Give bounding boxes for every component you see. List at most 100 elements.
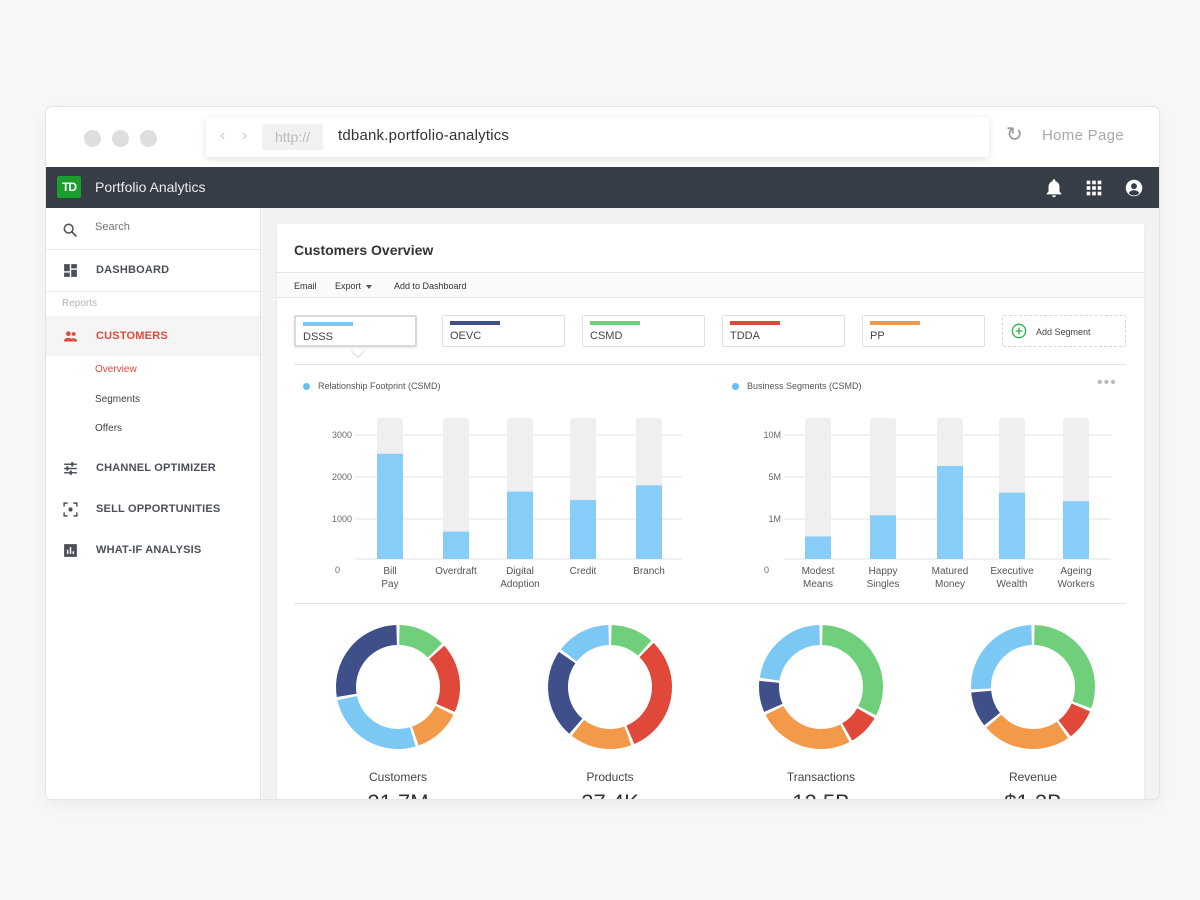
sidebar-sub-overview[interactable]: Overview: [95, 364, 137, 375]
bar-chart-icon: [64, 544, 77, 557]
window-close-dot[interactable]: [84, 130, 101, 147]
bar: [377, 453, 403, 559]
segment-name: OEVC: [450, 330, 482, 342]
export-dropdown[interactable]: Export: [335, 281, 373, 291]
segment-name: DSSS: [303, 331, 333, 343]
segment-color-bar: [730, 321, 780, 325]
donut-slice: [759, 625, 821, 682]
donut-slice: [398, 625, 443, 658]
segment-chip-dsss[interactable]: DSSS: [294, 315, 417, 347]
legend-dot: [732, 383, 739, 391]
bar-track: [507, 418, 533, 559]
sidebar-item-customers[interactable]: CUSTOMERS: [46, 316, 260, 356]
sidebar-item-sell-opportunities[interactable]: SELL OPPORTUNITIES: [46, 489, 260, 529]
apps-grid-icon[interactable]: [1083, 177, 1105, 199]
sidebar-item-dashboard[interactable]: DASHBOARD: [46, 250, 260, 290]
divider: [294, 364, 1126, 365]
page-title: Customers Overview: [294, 242, 434, 258]
nav-arrows-icon[interactable]: ‹ ›: [220, 127, 254, 144]
chart-2-title: Business Segments (CSMD): [732, 381, 862, 391]
x-tick-label: Digital: [506, 566, 534, 577]
x-tick-label: Matured: [932, 566, 969, 577]
x-tick-label: Executive: [990, 566, 1034, 577]
bar-track: [377, 418, 403, 559]
sidebar-sub-segments[interactable]: Segments: [95, 394, 141, 405]
email-button[interactable]: Email: [294, 281, 317, 291]
bar-track: [937, 418, 963, 559]
x-tick-label: Branch: [633, 566, 665, 577]
donut-label-transactions: Transactions: [786, 770, 856, 784]
bar: [1063, 501, 1089, 559]
donut-value-revenue: $1.2B: [963, 790, 1103, 799]
sidebar-item-what-if[interactable]: WHAT-IF ANALYSIS: [46, 530, 260, 570]
sidebar-item-label: SELL OPPORTUNITIES: [96, 503, 221, 515]
focus-target-icon: [63, 502, 78, 517]
sidebar-item-label: CHANNEL OPTIMIZER: [96, 462, 216, 474]
url-text[interactable]: tdbank.portfolio-analytics: [338, 127, 510, 144]
window-minimize-dot[interactable]: [112, 130, 129, 147]
bar-track: [999, 418, 1025, 559]
sidebar-search[interactable]: [46, 208, 260, 250]
search-input[interactable]: [95, 221, 235, 233]
chart-2-title-text: Business Segments (CSMD): [747, 381, 862, 391]
segment-chip-tdda[interactable]: TDDA: [722, 315, 845, 347]
segment-name: TDDA: [730, 330, 760, 342]
y-tick-label: 3000: [332, 430, 352, 440]
sidebar-sub-offers[interactable]: Offers: [95, 423, 123, 434]
segment-name: CSMD: [590, 330, 623, 342]
bar: [999, 492, 1025, 559]
sidebar-divider: [46, 291, 260, 292]
donut-slice: [610, 625, 652, 656]
app-title: Portfolio Analytics: [95, 179, 206, 195]
address-bar[interactable]: ‹ › http:// tdbank.portfolio-analytics: [206, 117, 989, 157]
bar-track: [570, 418, 596, 559]
donut-slice: [765, 705, 850, 749]
x-tick-label: Happy: [869, 566, 898, 577]
y-tick-label: 10M: [763, 430, 781, 440]
main-content: Customers Overview Email Export Add to D…: [262, 208, 1159, 799]
td-logo[interactable]: TD: [57, 176, 81, 198]
account-icon[interactable]: [1123, 177, 1145, 199]
add-to-dashboard-button[interactable]: Add to Dashboard: [394, 281, 467, 291]
bar: [507, 491, 533, 559]
sliders-icon: [64, 462, 77, 475]
donut-slice: [841, 707, 875, 741]
donut-slice: [1058, 703, 1091, 737]
bell-icon[interactable]: [1043, 177, 1065, 199]
donut-slice: [971, 690, 1001, 726]
window-maximize-dot[interactable]: [140, 130, 157, 147]
y-tick-label: 5M: [768, 472, 781, 482]
sidebar-section-reports: Reports: [62, 298, 98, 309]
x-tick-label: Singles: [867, 579, 900, 590]
chart-1-title: Relationship Footprint (CSMD): [303, 381, 441, 391]
donut-slice: [986, 714, 1069, 749]
y-tick-label: 1000: [332, 514, 352, 524]
customers-overview-card: Customers Overview Email Export Add to D…: [277, 224, 1144, 799]
browser-chrome: ‹ › http:// tdbank.portfolio-analytics ↻…: [46, 107, 1159, 167]
segment-chip-csmd[interactable]: CSMD: [582, 315, 705, 347]
segment-chip-oevc[interactable]: OEVC: [442, 315, 565, 347]
donut-slice: [971, 625, 1033, 690]
donut-value-products: 37.4K: [540, 790, 680, 799]
export-label: Export: [335, 281, 362, 291]
bar: [570, 500, 596, 559]
y-tick-label: 2000: [332, 472, 352, 482]
reload-icon[interactable]: ↻: [1006, 124, 1023, 146]
bar: [443, 531, 469, 559]
donut-label-customers: Customers: [368, 770, 427, 784]
y-tick-label: 0: [764, 565, 769, 575]
segment-color-bar: [303, 322, 353, 326]
donut-label-revenue: Revenue: [1008, 770, 1058, 784]
segment-color-bar: [590, 321, 640, 325]
add-segment-button[interactable]: Add Segment: [1002, 315, 1126, 347]
donut-slice: [429, 645, 460, 712]
dashboard-icon: [64, 264, 77, 277]
chart-1-title-text: Relationship Footprint (CSMD): [318, 381, 441, 391]
donut-slice: [336, 625, 398, 698]
segment-chip-pp[interactable]: PP: [862, 315, 985, 347]
y-tick-label: 0: [335, 565, 340, 575]
more-options-icon[interactable]: •••: [1097, 374, 1117, 391]
donut-slice: [759, 680, 783, 712]
sidebar-item-channel-optimizer[interactable]: CHANNEL OPTIMIZER: [46, 448, 260, 488]
home-page-link[interactable]: Home Page: [1042, 127, 1124, 144]
